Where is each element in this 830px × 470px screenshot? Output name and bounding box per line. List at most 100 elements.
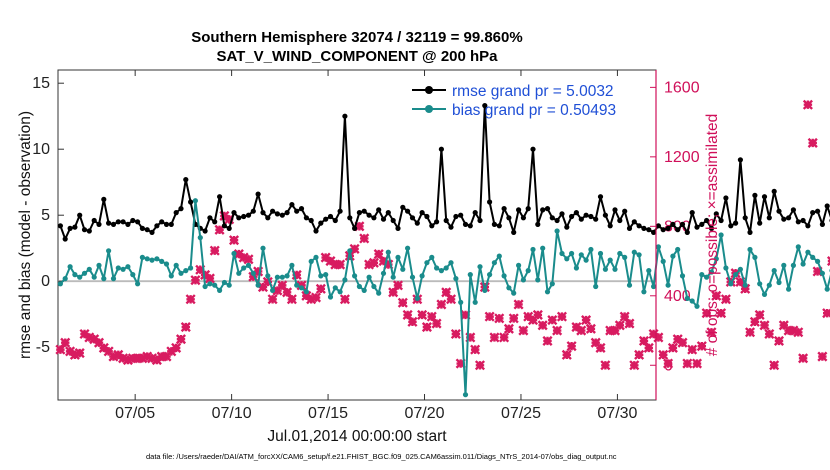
obs-assimilated-point	[335, 259, 346, 270]
rmse-point	[231, 210, 237, 216]
rmse-point	[559, 211, 565, 217]
rmse-point	[424, 213, 430, 220]
y-axis-label: rmse and bias (model - observation)	[17, 111, 34, 359]
bias-point	[342, 277, 348, 283]
bias-point	[752, 254, 758, 260]
rmse-point	[361, 208, 367, 214]
obs-assimilated-point	[368, 257, 379, 268]
rmse-point	[62, 236, 68, 242]
rmse-point	[395, 225, 401, 231]
rmse-point	[477, 217, 483, 224]
bias-point	[487, 272, 493, 278]
obs-assimilated-point	[798, 353, 809, 364]
rmse-point	[202, 228, 208, 234]
bias-point	[612, 266, 618, 272]
bias-point	[77, 274, 83, 280]
bias-point	[91, 274, 97, 280]
obs-assimilated-point	[282, 287, 293, 298]
bias-point	[819, 270, 826, 276]
bias-point	[332, 285, 338, 291]
rmse-point	[646, 227, 652, 233]
bias-point	[279, 274, 285, 280]
bias-point	[458, 299, 464, 305]
bias-point	[385, 249, 391, 255]
bias-point	[366, 274, 372, 280]
bias-point	[390, 274, 396, 280]
y-tick-label: -5	[36, 339, 50, 356]
bias-point	[409, 274, 416, 280]
rmse-point	[380, 216, 387, 222]
rmse-point	[327, 213, 334, 220]
rmse-point	[265, 215, 271, 221]
obs-assimilated-point	[783, 325, 794, 336]
obs-assimilated-point	[122, 355, 133, 366]
obs-assimilated-point	[527, 315, 539, 326]
rmse-point	[549, 215, 555, 221]
y-right-tick-label: 1200	[664, 149, 700, 166]
rmse-point	[241, 213, 247, 220]
x-tick-label: 07/25	[501, 405, 541, 422]
bias-point	[57, 281, 64, 287]
rmse-point	[110, 221, 117, 227]
bias-point	[323, 272, 329, 278]
bias-point	[501, 273, 507, 279]
obs-assimilated-point	[629, 360, 640, 371]
rmse-point	[226, 225, 232, 231]
obs-assimilated-point	[556, 311, 568, 322]
obs-assimilated-point	[132, 353, 143, 364]
bias-point	[192, 198, 198, 204]
obs-assimilated-point	[682, 358, 693, 369]
rmse-point	[72, 224, 78, 230]
rmse-point	[462, 221, 469, 227]
rmse-point	[434, 219, 440, 225]
rmse-point	[723, 195, 729, 201]
obs-assimilated-point	[407, 316, 418, 327]
bias-point	[361, 287, 367, 293]
rmse-point	[781, 216, 787, 222]
obs-assimilated-point	[55, 344, 66, 355]
obs-assimilated-point	[749, 316, 760, 327]
bias-point	[255, 282, 261, 288]
obs-assimilated-point	[735, 276, 746, 287]
rmse-point	[188, 199, 194, 205]
obs-assimilated-point	[93, 337, 105, 348]
bias-point	[593, 283, 599, 290]
rmse-point	[207, 215, 213, 221]
obs-assimilated-point	[759, 320, 770, 331]
rmse-point	[323, 216, 329, 222]
obs-assimilated-point	[484, 311, 495, 322]
bias-point	[670, 253, 676, 259]
bias-point	[506, 285, 512, 291]
rmse-point	[144, 227, 150, 233]
obs-assimilated-point	[214, 224, 225, 235]
rmse-point	[115, 219, 121, 225]
bias-point	[144, 256, 150, 262]
bias-point	[207, 281, 213, 287]
bias-point	[245, 262, 252, 268]
bias-point	[212, 282, 218, 288]
footer-data-file: data file: /Users/raeder/DAI/ATM_forcXX/…	[146, 452, 617, 461]
obs-assimilated-point	[513, 299, 524, 310]
rmse-point	[506, 215, 512, 221]
x-tick-label: 07/10	[212, 405, 252, 422]
bias-point	[139, 254, 145, 260]
rmse-point	[786, 215, 792, 221]
rmse-point	[728, 223, 734, 229]
bias-point	[380, 270, 387, 276]
rmse-point	[564, 224, 570, 230]
bias-point	[318, 273, 324, 279]
bias-point	[159, 258, 165, 264]
bias-point	[419, 273, 425, 279]
rmse-point	[173, 210, 179, 216]
rmse-point	[670, 221, 676, 227]
rmse-point	[245, 212, 252, 218]
rmse-point	[742, 215, 748, 221]
bias-point	[588, 246, 594, 253]
bias-point	[67, 264, 73, 270]
obs-assimilated-point	[769, 360, 780, 371]
bias-point	[482, 287, 488, 293]
rmse-point	[303, 215, 309, 221]
rmse-point	[337, 208, 343, 214]
bias-point	[236, 270, 242, 276]
bias-point	[540, 245, 546, 251]
